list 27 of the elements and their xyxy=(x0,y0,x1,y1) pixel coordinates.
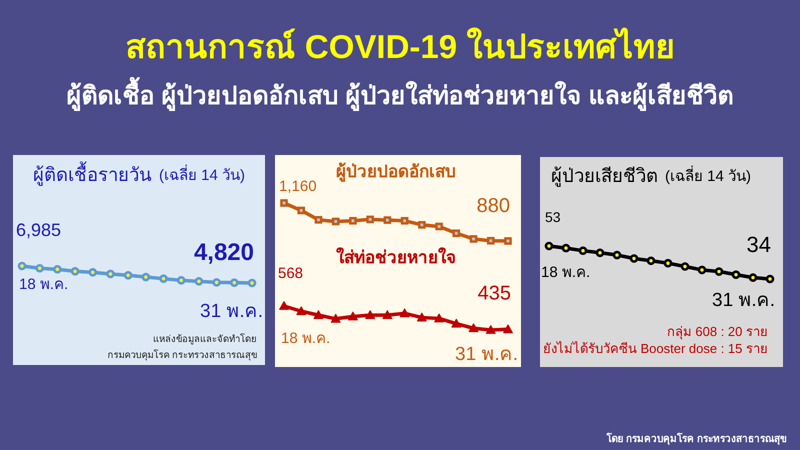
value-label: 880 xyxy=(476,195,510,217)
series-name: ใส่ท่อช่วยหายใจ xyxy=(336,246,456,269)
value-label: 435 xyxy=(478,282,511,304)
annotation: แหล่งข้อมูลและจัดทำโดย xyxy=(153,332,257,347)
title: ผู้ป่วยเสียชีวิต xyxy=(551,164,658,189)
annotation: 31 พ.ค. xyxy=(712,289,775,313)
annotation: กรมควบคุมโรค กระทรวงสาธารณสุข xyxy=(107,348,257,363)
value-label: 568 xyxy=(278,265,304,282)
annotation: โดย กรมควบคุมโรค กระทรวงสาธารณสุข xyxy=(606,432,787,447)
annotation: 18 พ.ค. xyxy=(281,329,330,349)
value-label: 4,820 xyxy=(194,239,254,266)
annotation: กลุ่ม 608 : 20 ราย xyxy=(666,323,768,342)
subtitle: (เฉลี่ย 14 วัน) xyxy=(665,164,752,190)
value-label: 6,985 xyxy=(16,220,62,240)
value-label: 34 xyxy=(746,232,771,257)
title: ผู้ติดเชื้อรายวัน xyxy=(33,159,152,192)
series-name: ผู้ป่วยปอดอักเสบ xyxy=(336,161,456,184)
value-label: 53 xyxy=(545,209,561,225)
annotation: 18 พ.ค. xyxy=(541,263,590,283)
value-label: 1,160 xyxy=(279,178,317,195)
subtitle: ผู้ติดเชื้อ ผู้ป่วยปอดอักเสบ ผู้ป่วยใส่ท่อช่วยหายใจ และผู้เสียชีวิต xyxy=(66,75,734,119)
subtitle: (เฉลี่ย 14 วัน) xyxy=(159,163,246,190)
annotation: ยังไม่ได้รับวัคซีน Booster dose : 15 ราย xyxy=(542,340,768,358)
annotation: 31 พ.ค. xyxy=(455,343,518,368)
annotation: 31 พ.ค. xyxy=(200,300,263,324)
annotation: 18 พ.ค. xyxy=(19,275,68,295)
title: สถานการณ์ COVID-19 ในประเทศไทย xyxy=(126,26,674,67)
